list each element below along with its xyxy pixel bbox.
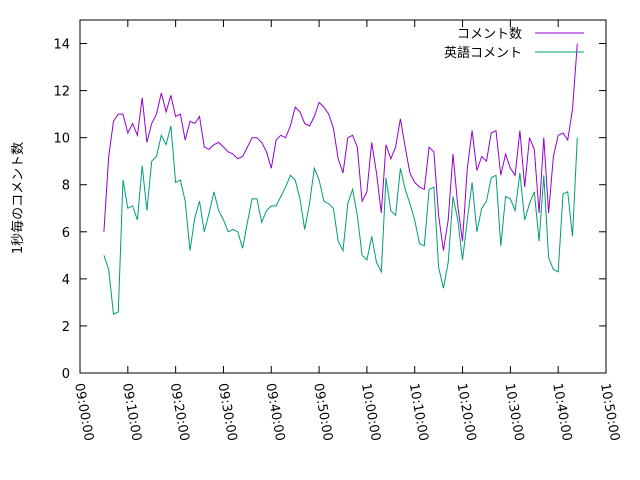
x-tick-label: 10:50:00 (597, 382, 622, 442)
y-tick-label: 6 (62, 226, 70, 241)
series-layer (103, 43, 578, 315)
y-axis: 0 2 4 6 8 10 12 14 (53, 38, 606, 382)
x-tick-label: 09:10:00 (119, 382, 144, 442)
legend-label-2: 英語コメント (444, 45, 522, 61)
y-tick-label: 10 (53, 132, 70, 147)
x-tick-label: 09:30:00 (215, 382, 240, 442)
x-tick-label: 10:30:00 (501, 382, 526, 442)
y-tick-label: 0 (62, 367, 70, 382)
y-tick-label: 12 (53, 85, 70, 100)
y-tick-label: 4 (62, 273, 70, 288)
x-tick-label: 09:40:00 (262, 382, 287, 442)
x-tick-label: 09:00:00 (71, 382, 96, 442)
legend-label-1: コメント数 (457, 27, 522, 42)
y-tick-label: 2 (62, 320, 70, 335)
plot-frame (79, 19, 607, 374)
series-line-2 (103, 125, 578, 315)
y-tick-label: 14 (53, 38, 70, 53)
x-tick-label: 10:20:00 (454, 382, 479, 442)
y-tick-label: 8 (62, 179, 70, 194)
x-tick-label: 09:50:00 (310, 382, 335, 442)
series-line-1 (103, 43, 578, 251)
x-tick-label: 10:10:00 (406, 382, 431, 442)
y-axis-title: 1秒毎のコメント数 (10, 142, 26, 254)
x-tick-label: 10:40:00 (549, 382, 574, 442)
x-tick-label: 10:00:00 (358, 382, 383, 442)
x-tick-label: 09:20:00 (167, 382, 192, 442)
plot-border (79, 19, 607, 374)
